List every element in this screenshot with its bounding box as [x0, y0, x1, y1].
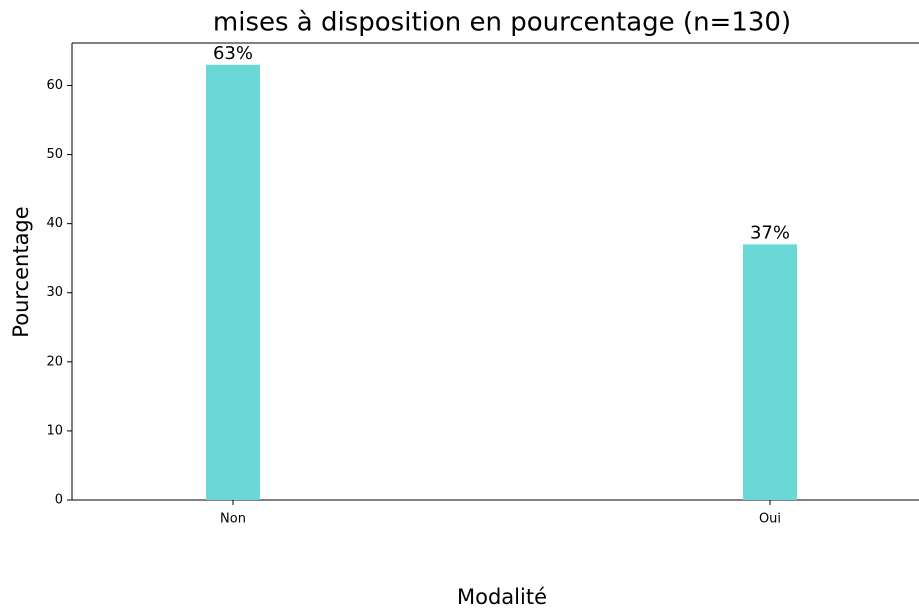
y-tick-label: 0	[55, 493, 63, 508]
y-tick-label: 20	[46, 354, 63, 369]
y-tick-label: 50	[46, 147, 63, 162]
x-tick-label: Non	[220, 512, 246, 527]
y-tick-label: 30	[46, 285, 63, 300]
y-tick-label: 10	[46, 423, 63, 438]
x-axis-label: Modalité	[457, 585, 547, 609]
x-tick-label: Oui	[759, 512, 781, 527]
bar	[743, 244, 797, 500]
value-label: 63%	[213, 43, 253, 64]
value-label: 37%	[750, 222, 790, 243]
y-tick-label: 60	[46, 78, 63, 93]
y-axis-label: Pourcentage	[9, 206, 33, 337]
bar	[206, 64, 260, 500]
chart-title: mises à disposition en pourcentage (n=13…	[213, 8, 791, 38]
y-tick-label: 40	[46, 216, 63, 231]
